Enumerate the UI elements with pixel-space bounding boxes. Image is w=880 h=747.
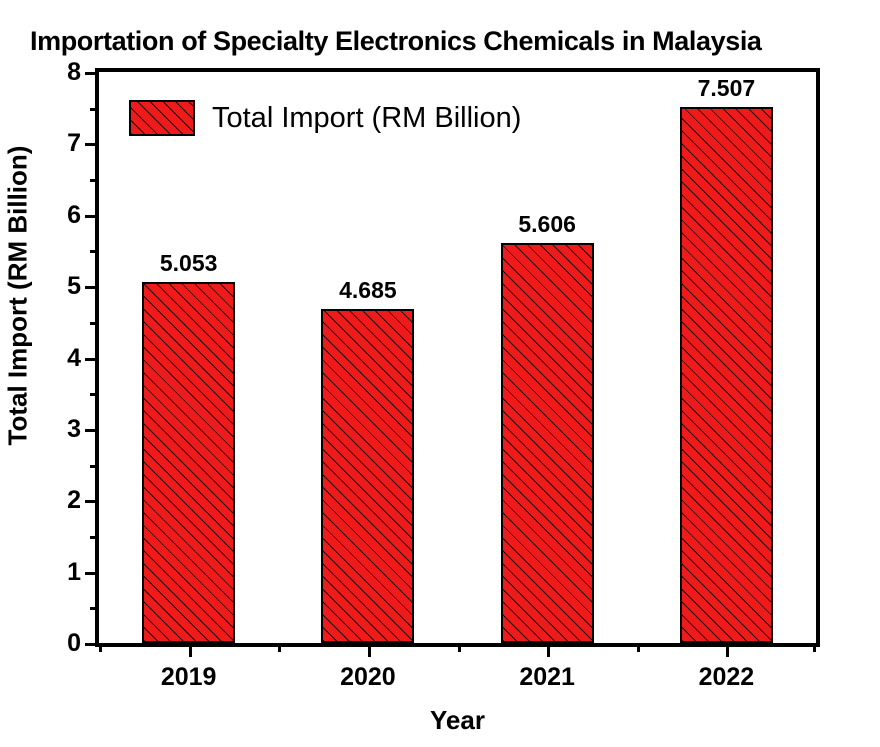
y-axis-tick-label: 5 — [67, 272, 81, 301]
y-axis-tick-major — [85, 286, 99, 290]
y-axis-tick-major — [85, 428, 99, 432]
y-axis-title: Total Import (RM Billion) — [2, 145, 33, 446]
x-axis-tick-minor — [99, 643, 102, 652]
plot-frame: 5.053 4.685 5.606 7.507 Total Import (RM Bi… — [85, 68, 820, 657]
y-axis-tick-minor — [90, 107, 99, 111]
y-axis-tick-label: 0 — [67, 629, 81, 657]
y-axis-tick-label: 4 — [67, 343, 81, 372]
x-axis-tick-label: 2021 — [519, 663, 575, 691]
x-axis-tick-minor — [813, 643, 816, 652]
x-axis-tick-label: 2019 — [160, 663, 217, 691]
legend-label: Total Import (RM Billion) — [212, 101, 522, 134]
bar — [679, 107, 773, 643]
y-axis-tick-major — [85, 214, 99, 218]
y-axis-tick-major — [85, 643, 99, 646]
bar — [500, 242, 594, 643]
x-axis-title: Year — [430, 705, 485, 735]
y-axis-tick-label: 6 — [67, 200, 81, 229]
y-axis-tick-major — [85, 357, 99, 361]
bar — [321, 308, 415, 643]
y-axis-tick-minor — [90, 321, 99, 325]
x-axis-tick-minor — [457, 643, 461, 652]
y-axis-tick-minor — [90, 179, 99, 183]
x-axis-tick-major — [726, 643, 730, 657]
x-axis-tick-major — [188, 643, 192, 657]
y-axis-tick-label: 7 — [67, 129, 81, 158]
y-axis-tick-label: 8 — [67, 58, 81, 86]
chart-legend: Total Import (RM Billion) — [129, 100, 521, 136]
y-axis-tick-label: 3 — [67, 414, 81, 443]
bar-value-label: 4.685 — [339, 276, 397, 303]
y-axis-tick-label: 1 — [67, 557, 81, 586]
plot-area: 5.053 4.685 5.606 7.507 — [85, 72, 816, 657]
y-axis-tick-minor — [90, 393, 99, 397]
y-axis-tick-label: 2 — [67, 486, 81, 515]
y-axis-tick-major — [85, 72, 99, 75]
bar-value-label: 5.606 — [518, 210, 576, 237]
y-axis-tick-major — [85, 143, 99, 147]
y-axis-tick-minor — [90, 464, 99, 468]
x-axis-tick-minor — [636, 643, 640, 652]
y-axis-tick-minor — [90, 607, 99, 611]
legend-swatch-icon — [129, 100, 195, 136]
y-axis-tick-minor — [90, 250, 99, 254]
x-axis-tick-label: 2020 — [340, 663, 396, 691]
x-axis-tick-major — [367, 643, 371, 657]
bar-value-label: 5.053 — [159, 250, 218, 277]
chart-title: Importation of Specialty Electronics Che… — [30, 26, 762, 56]
x-axis-tick-major — [547, 643, 551, 657]
bar-value-label: 7.507 — [697, 75, 756, 102]
y-axis-tick-major — [85, 571, 99, 575]
y-axis-tick-minor — [90, 535, 99, 539]
bar — [142, 282, 236, 643]
x-axis-tick-label: 2022 — [698, 663, 755, 691]
y-axis-tick-major — [85, 500, 99, 504]
x-axis-tick-minor — [278, 643, 282, 652]
